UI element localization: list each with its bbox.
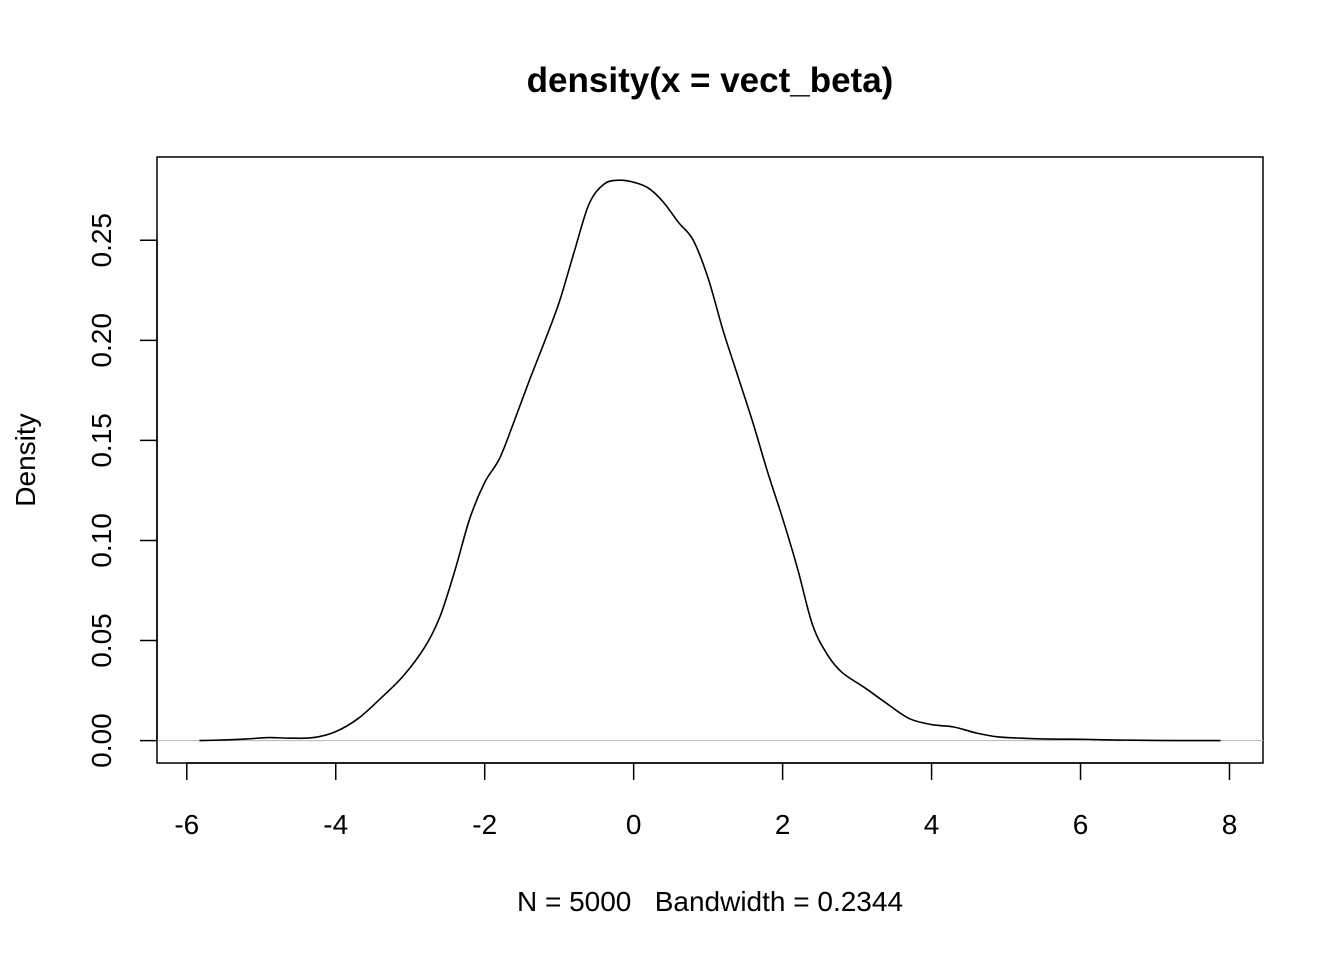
y-tick-label: 0.10 xyxy=(86,513,117,568)
x-axis-label: N = 5000 Bandwidth = 0.2344 xyxy=(517,886,903,917)
chart-title: density(x = vect_beta) xyxy=(527,61,894,100)
x-tick-label: 6 xyxy=(1073,809,1089,840)
x-tick-label: 2 xyxy=(775,809,791,840)
x-tick-label: -6 xyxy=(174,809,199,840)
y-axis-label: Density xyxy=(10,413,41,506)
x-tick-label: -2 xyxy=(472,809,497,840)
plot-frame xyxy=(156,156,1264,764)
x-tick-label: 8 xyxy=(1222,809,1238,840)
x-tick-label: -4 xyxy=(323,809,348,840)
y-tick-label: 0.05 xyxy=(86,613,117,668)
y-tick-label: 0.00 xyxy=(86,713,117,768)
x-axis: -6 -4 -2 0 2 4 6 8 xyxy=(174,762,1238,840)
y-tick-label: 0.15 xyxy=(86,413,117,468)
density-curve xyxy=(199,179,1221,742)
y-tick-label: 0.25 xyxy=(86,213,117,267)
x-tick-label: 0 xyxy=(626,809,642,840)
y-tick-label: 0.20 xyxy=(86,313,117,368)
x-tick-label: 4 xyxy=(924,809,940,840)
y-axis: 0.00 0.05 0.10 0.15 0.20 0.25 xyxy=(86,213,158,768)
